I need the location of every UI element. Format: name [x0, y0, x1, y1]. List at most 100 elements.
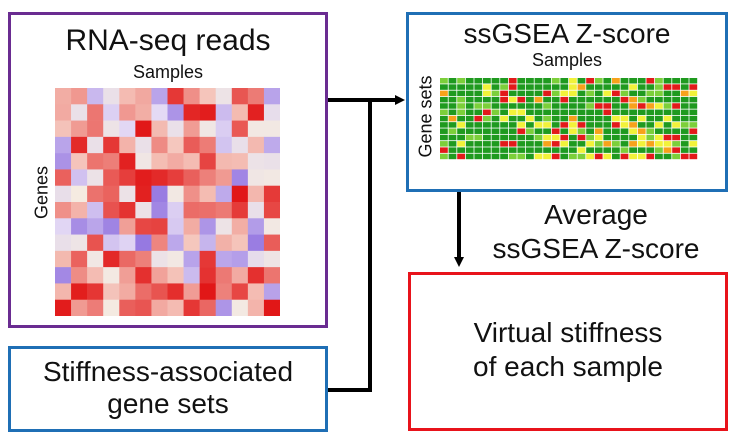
ssgsea-heatmap-cell	[517, 122, 526, 128]
ssgsea-heatmap-cell	[620, 122, 629, 128]
rna-heatmap-cell	[71, 267, 88, 284]
virtual-line1: Virtual stiffness	[473, 317, 663, 348]
ssgsea-heatmap-cell	[465, 128, 474, 134]
ssgsea-heatmap-cell	[663, 109, 672, 116]
ssgsea-heatmap-cell	[500, 147, 508, 153]
ssgsea-heatmap-cell	[526, 84, 534, 90]
rna-heatmap-cell	[231, 202, 249, 219]
ssgsea-heatmap-cell	[672, 147, 680, 153]
ssgsea-heatmap-cell	[517, 90, 526, 97]
rna-heatmap-cell	[119, 120, 136, 138]
rna-heatmap-cell	[119, 250, 136, 268]
ssgsea-heatmap-cell	[465, 147, 474, 153]
rna-heatmap-cell	[55, 283, 72, 301]
rna-heatmap-cell	[135, 104, 152, 121]
rna-heatmap-cell	[119, 104, 136, 121]
ssgsea-heatmap-cell	[526, 109, 534, 116]
ssgsea-heatmap-cell	[663, 134, 672, 141]
ssgsea-heatmap-cell	[500, 153, 508, 160]
ssgsea-heatmap-cell	[508, 122, 517, 128]
ssgsea-heatmap-cell	[689, 90, 698, 97]
rna-heatmap-cell	[55, 153, 72, 170]
ssgsea-heatmap-cell	[620, 141, 629, 147]
ssgsea-heatmap-cell	[500, 103, 508, 109]
rna-heatmap-cell	[119, 218, 136, 235]
ssgsea-heatmap-cell	[526, 134, 534, 141]
ssgsea-heatmap-cell	[594, 134, 603, 141]
virtual-stiffness-box	[408, 272, 728, 431]
ssgsea-heatmap-cell	[526, 103, 534, 109]
ssgsea-heatmap-cell	[594, 141, 603, 147]
ssgsea-heatmap-cell	[508, 128, 517, 134]
ssgsea-heatmap-cell	[603, 96, 612, 103]
rna-heatmap-cell	[215, 136, 233, 154]
ssgsea-heatmap-cell	[594, 78, 603, 84]
rna-heatmap-cell	[135, 153, 152, 170]
ssgsea-heatmap-cell	[569, 103, 577, 109]
rna-heatmap-cell	[247, 136, 265, 154]
ssgsea-heatmap-cell	[655, 128, 663, 134]
ssgsea-heatmap-cell	[500, 141, 508, 147]
ssgsea-heatmap-cell	[663, 103, 672, 109]
ssgsea-title: ssGSEA Z-score	[463, 18, 671, 49]
rna-heatmap-cell	[151, 267, 168, 284]
rna-heatmap-cell	[247, 153, 265, 170]
rna-heatmap-cell	[231, 136, 249, 154]
ssgsea-heatmap-cell	[517, 141, 526, 147]
ssgsea-heatmap-cell	[672, 141, 680, 147]
rna-heatmap-cell	[103, 136, 120, 154]
ssgsea-heatmap-cell	[474, 109, 483, 116]
ssgsea-heatmap-cell	[491, 115, 500, 122]
ssgsea-heatmap-cell	[569, 109, 577, 116]
ssgsea-heatmap-cell	[491, 122, 500, 128]
ssgsea-heatmap-cell	[603, 147, 612, 153]
ssgsea-heatmap-cell	[440, 103, 448, 109]
ssgsea-heatmap-cell	[534, 115, 543, 122]
ssgsea-heatmap-cell	[629, 115, 637, 122]
ssgsea-heatmap-cell	[637, 109, 646, 116]
ssgsea-heatmap-cell	[483, 141, 491, 147]
ssgsea-heatmap-cell	[629, 78, 637, 84]
ssgsea-heatmap-cell	[465, 122, 474, 128]
rna-heatmap-cell	[263, 234, 280, 252]
ssgsea-heatmap-cell	[560, 153, 569, 160]
ssgsea-heatmap-cell	[474, 115, 483, 122]
ssgsea-heatmap-cell	[500, 115, 508, 122]
ssgsea-heatmap-cell	[680, 84, 689, 90]
rna-heatmap-cell	[247, 185, 265, 203]
ssgsea-heatmap-cell	[612, 84, 620, 90]
rna-heatmap-cell	[135, 218, 152, 235]
ssgsea-heatmap-cell	[560, 122, 569, 128]
rna-heatmap-cell	[151, 299, 168, 316]
rna-heatmap-cell	[103, 202, 120, 219]
ssgsea-heatmap-cell	[551, 78, 560, 84]
ssgsea-heatmap-cell	[620, 96, 629, 103]
rna-heatmap-cell	[199, 202, 217, 219]
rna-heatmap-cell	[215, 250, 233, 268]
stiffness-line2: gene sets	[107, 388, 229, 419]
ssgsea-heatmap-cell	[526, 90, 534, 97]
ssgsea-heatmap-cell	[663, 78, 672, 84]
virtual-stiffness-text: Virtual stiffness of each sample	[408, 316, 728, 384]
rna-heatmap-cell	[215, 120, 233, 138]
rna-heatmap-cell	[55, 234, 72, 252]
ssgsea-heatmap-cell	[457, 134, 465, 141]
rna-heatmap-cell	[71, 283, 88, 301]
ssgsea-heatmap-cell	[491, 128, 500, 134]
rna-heatmap-cell	[103, 267, 120, 284]
ssgsea-heatmap-cell	[448, 96, 457, 103]
ssgsea-heatmap-cell	[440, 134, 448, 141]
ssgsea-heatmap-cell	[569, 122, 577, 128]
rna-heatmap-cell	[215, 299, 233, 316]
ssgsea-heatmap-cell	[586, 103, 594, 109]
rna-heatmap-cell	[167, 88, 184, 105]
rna-heatmap-cell	[103, 169, 120, 187]
rna-heatmap-cell	[183, 153, 200, 170]
ssgsea-heatmap-cell	[646, 90, 655, 97]
rna-heatmap-cell	[87, 136, 104, 154]
rna-heatmap-cell	[119, 136, 136, 154]
ssgsea-heatmap-cell	[586, 122, 594, 128]
rna-heatmap-cell	[103, 250, 120, 268]
ssgsea-heatmap-cell	[680, 90, 689, 97]
rna-heatmap-cell	[247, 250, 265, 268]
